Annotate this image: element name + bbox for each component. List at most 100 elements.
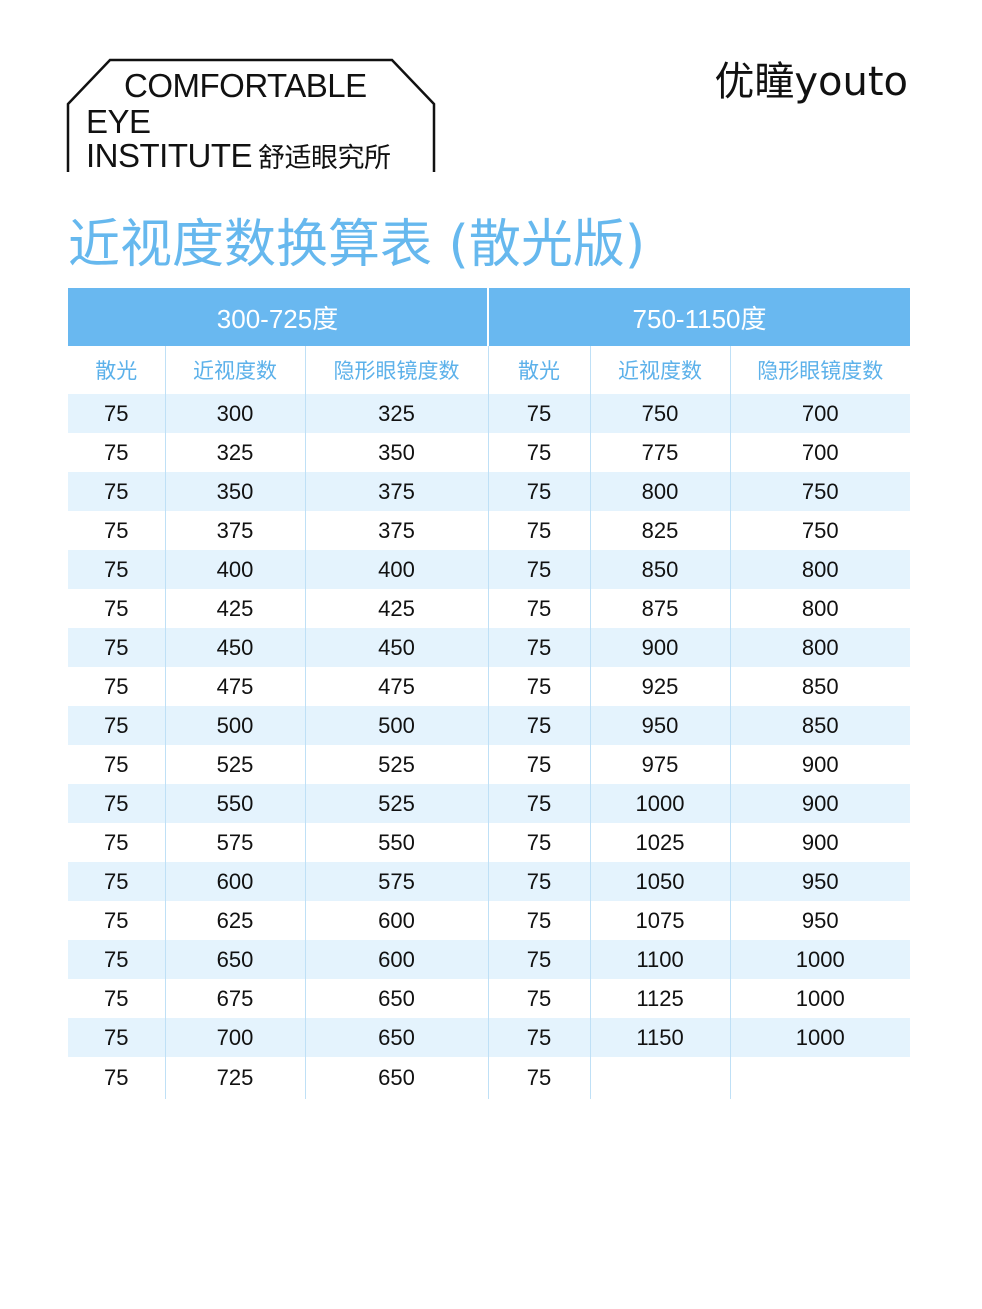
table-row: 75 725 650 75 [68, 1057, 910, 1099]
table-cell: 1025 [590, 823, 731, 862]
table-cell: 700 [801, 439, 839, 465]
table-cell: 650 [165, 940, 306, 979]
column-header: 隐形眼镜度数 [305, 346, 489, 394]
table-cell: 600 [305, 901, 489, 940]
logo-line-2: EYE [86, 103, 151, 140]
table-cell: 75 [488, 823, 591, 862]
table-cell: 1000 [730, 940, 911, 979]
table-row: 75 400 400 75 850 800 [68, 550, 911, 589]
table-cell: 75 [68, 979, 166, 1018]
group-header-row: 300-725度 750-1150度 [68, 288, 911, 346]
table-row: 75 525 525 75 975 900 [68, 745, 910, 784]
table-cell: 75 [488, 589, 591, 628]
table-cell [730, 1057, 910, 1099]
table-cell: 875 [590, 589, 731, 628]
table-cell: 550 [305, 823, 489, 862]
table-cell: 900 [801, 829, 839, 855]
table-cell: 325 [305, 394, 489, 433]
table-cell: 375 [305, 511, 489, 550]
table-cell: 600 [305, 940, 489, 979]
table-cell: 725 [165, 1057, 306, 1099]
logo-frame-outline [66, 58, 436, 172]
table-cell: 75 [488, 433, 591, 472]
table-cell: 700 [165, 1018, 306, 1057]
group-header: 300-725度 [68, 288, 490, 346]
table-cell: 500 [305, 706, 489, 745]
column-header: 散光 [488, 346, 591, 394]
table-cell: 325 [165, 433, 306, 472]
table-cell: 425 [165, 589, 306, 628]
table-cell: 75 [488, 862, 591, 901]
table-cell: 75 [68, 394, 166, 433]
table-cell: 950 [730, 862, 911, 901]
table-cell: 75 [488, 394, 591, 433]
table-cell: 500 [165, 706, 306, 745]
table-cell: 450 [305, 628, 489, 667]
table-cell: 675 [165, 979, 306, 1018]
table-row: 75 350 375 75 800 750 [68, 472, 911, 511]
table-row: 75 500 500 75 950 850 [68, 706, 911, 745]
column-header: 近视度数 [590, 346, 731, 394]
table-row: 75 425 425 75 875 800 [68, 589, 910, 628]
table-cell: 75 [68, 433, 166, 472]
table-cell: 525 [165, 745, 306, 784]
table-cell: 400 [165, 550, 306, 589]
table-cell: 950 [590, 706, 731, 745]
table-cell: 475 [305, 667, 489, 706]
table-cell: 925 [590, 667, 731, 706]
table-cell: 75 [68, 589, 166, 628]
table-cell: 75 [68, 511, 166, 550]
table-cell: 400 [305, 550, 489, 589]
table-cell: 75 [488, 550, 591, 589]
table-cell: 75 [488, 667, 591, 706]
table-cell: 75 [488, 940, 591, 979]
table-cell: 775 [590, 433, 731, 472]
table-cell: 600 [165, 862, 306, 901]
table-cell: 375 [305, 472, 489, 511]
column-header: 近视度数 [165, 346, 306, 394]
table-cell: 575 [305, 862, 489, 901]
table-cell: 1150 [590, 1018, 731, 1057]
table-cell: 825 [590, 511, 731, 550]
table-cell: 75 [68, 745, 166, 784]
table-cell: 75 [488, 901, 591, 940]
table-cell: 75 [68, 862, 166, 901]
table-cell: 850 [801, 673, 839, 699]
table-cell: 300 [165, 394, 306, 433]
table-cell: 1000 [730, 1018, 911, 1057]
table-cell: 75 [68, 940, 166, 979]
table-cell: 550 [165, 784, 306, 823]
table-cell: 850 [590, 550, 731, 589]
table-cell: 75 [68, 1018, 166, 1057]
logo-line-3-en: INSTITUTE [86, 137, 253, 174]
table-cell: 75 [488, 511, 591, 550]
brand-logo: 优瞳youto [714, 59, 908, 105]
table-cell: 900 [730, 784, 911, 823]
table-cell: 75 [68, 1057, 166, 1099]
institute-logo: COMFORTABLE EYE INSTITUTE 舒适眼究所 [66, 58, 438, 174]
column-header: 散光 [68, 346, 166, 394]
column-header: 隐形眼镜度数 [757, 359, 884, 383]
table-cell: 525 [305, 784, 489, 823]
table-cell: 750 [801, 517, 839, 543]
table-cell: 650 [305, 979, 489, 1018]
table-cell: 800 [730, 550, 911, 589]
table-cell: 900 [801, 751, 839, 777]
table-cell: 475 [165, 667, 306, 706]
table-row: 75 650 600 75 1100 1000 [68, 940, 911, 979]
table-body: 75 300 325 75 750 700 75 325 350 75 775 700 75 350 375… [68, 394, 911, 1099]
group-header: 750-1150度 [488, 288, 911, 346]
table-cell: 950 [801, 907, 839, 933]
table-cell: 850 [730, 706, 911, 745]
table-cell: 375 [165, 511, 306, 550]
table-cell: 1075 [590, 901, 731, 940]
conversion-table: 300-725度 750-1150度 散光 近视度数 隐形眼镜度数 散光 近视度… [68, 288, 911, 1099]
table-row: 75 625 600 75 1075 950 [68, 901, 910, 940]
table-cell: 625 [165, 901, 306, 940]
table-cell: 1125 [590, 979, 731, 1018]
table-cell: 75 [68, 472, 166, 511]
table-cell: 75 [68, 706, 166, 745]
table-cell: 75 [488, 1057, 591, 1099]
table-cell: 1100 [590, 940, 731, 979]
column-header-row: 散光 近视度数 隐形眼镜度数 散光 近视度数 隐形眼镜度数 [68, 346, 910, 394]
